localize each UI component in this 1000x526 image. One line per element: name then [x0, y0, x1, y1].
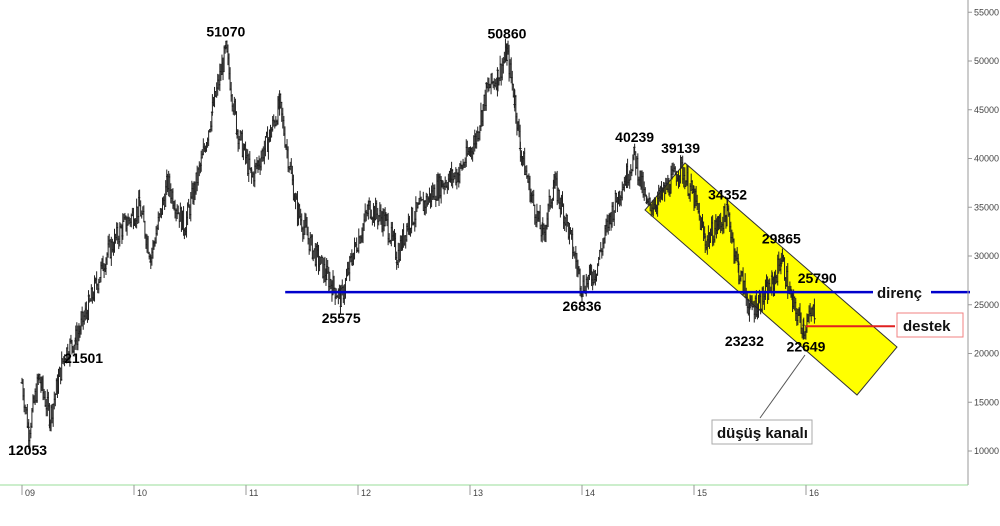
x-tick-label: 12 [361, 488, 371, 498]
y-ticks: 10000 15000 20000 25000 30000 35000 40000 45000… [968, 7, 999, 456]
level-label: 25575 [322, 310, 361, 326]
key-level-labels: 12053 21501 51070 25575 50860 26836 40239 39139… [8, 24, 837, 458]
level-label: 34352 [708, 187, 747, 203]
support-label: destek [903, 318, 951, 335]
channel-label: düşüş kanalı [717, 425, 808, 442]
level-label: 26836 [563, 298, 602, 314]
x-tick-label: 11 [249, 488, 258, 498]
level-label: 29865 [762, 230, 801, 246]
level-label: 50860 [487, 26, 526, 42]
y-tick-label: 40000 [974, 154, 999, 164]
x-tick-label: 16 [809, 488, 819, 498]
support-label-box [896, 312, 964, 338]
channel-label-box [711, 419, 813, 445]
level-label: 25790 [798, 270, 837, 286]
resistance-label: direnç [877, 285, 922, 302]
level-label: 22649 [787, 339, 826, 355]
y-tick-label: 15000 [974, 397, 999, 407]
axes [0, 0, 969, 486]
level-label: 39139 [661, 140, 700, 156]
level-label: 21501 [64, 350, 103, 366]
level-label: 12053 [8, 442, 47, 458]
channel-callout-line [759, 354, 806, 419]
price-series [20, 38, 816, 450]
y-tick-label: 45000 [974, 105, 999, 115]
x-tick-label: 13 [473, 488, 483, 498]
level-label: 23232 [725, 333, 764, 349]
annotations: direnç destek düşüş kanalı [711, 281, 964, 445]
x-tick-label: 09 [25, 488, 35, 498]
y-tick-label: 20000 [974, 349, 999, 359]
level-label: 40239 [615, 129, 654, 145]
y-tick-label: 35000 [974, 202, 999, 212]
x-tick-label: 15 [697, 488, 707, 498]
resistance-label-box [873, 281, 931, 303]
y-tick-label: 50000 [974, 56, 999, 66]
x-tick-label: 10 [137, 488, 147, 498]
x-ticks: 09 10 11 12 13 14 15 16 [21, 485, 819, 498]
y-tick-label: 30000 [974, 251, 999, 261]
y-tick-label: 55000 [974, 7, 999, 17]
y-tick-label: 10000 [974, 446, 999, 456]
y-tick-label: 25000 [974, 300, 999, 310]
level-label: 51070 [206, 24, 245, 40]
x-tick-label: 14 [585, 488, 595, 498]
